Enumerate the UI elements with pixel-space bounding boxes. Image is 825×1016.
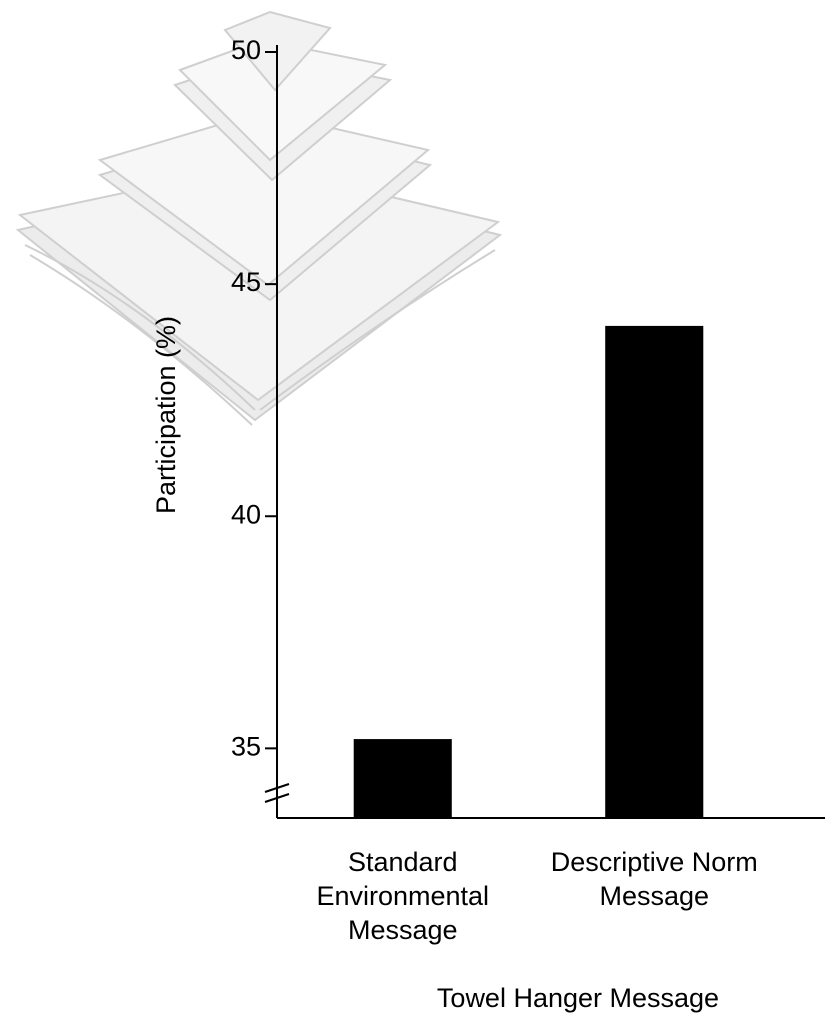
page: Participation (%) Towel Hanger Message 3…: [0, 0, 825, 1016]
bar: [605, 326, 703, 818]
y-tick-label: 35: [231, 731, 261, 761]
y-axis-title: Participation (%): [151, 316, 181, 514]
x-tick-label: Standard Environmental Message: [268, 845, 538, 947]
x-tick-label: Descriptive Norm Message: [519, 845, 789, 913]
y-tick-label: 50: [231, 35, 261, 65]
y-tick-label: 40: [231, 499, 261, 529]
x-axis-title: Towel Hanger Message: [437, 983, 719, 1013]
towel-illustration: [18, 12, 500, 425]
bar: [354, 739, 452, 818]
y-tick-label: 45: [231, 267, 261, 297]
